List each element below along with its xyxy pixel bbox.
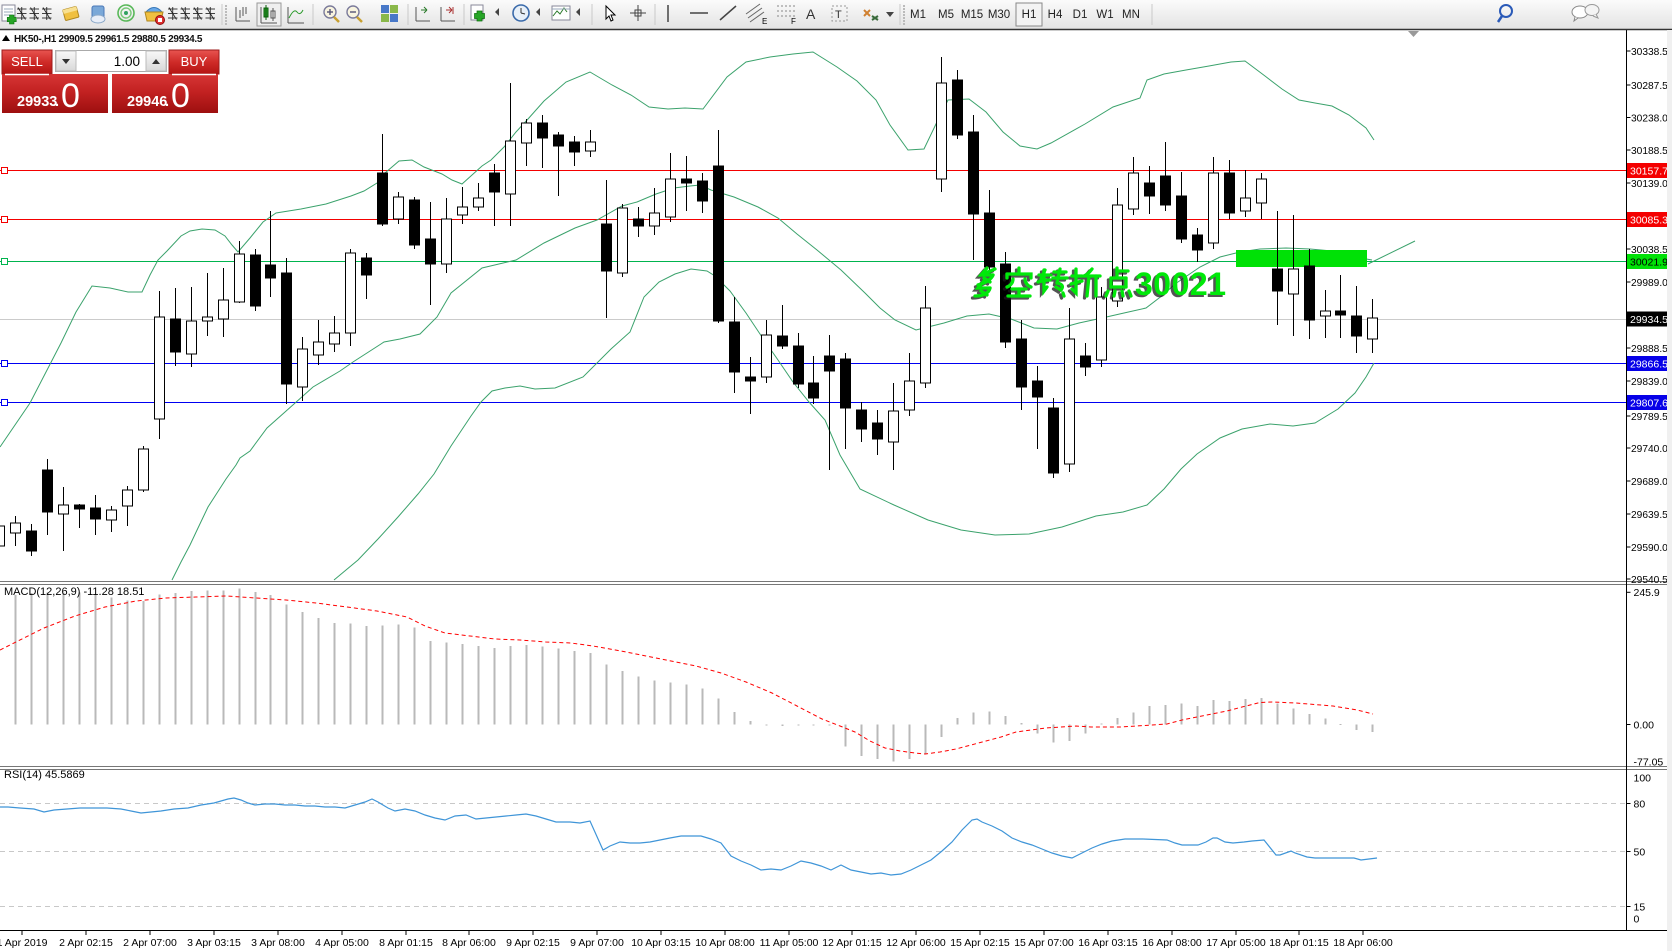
svg-text:16 Apr 08:00: 16 Apr 08:00 [1142,937,1202,949]
svg-text:29866.5: 29866.5 [1630,359,1668,371]
svg-text:A: A [806,6,816,22]
svg-text:11 Apr 05:00: 11 Apr 05:00 [760,937,819,949]
svg-text:F: F [791,17,796,26]
svg-text:1.00: 1.00 [114,54,140,69]
svg-text:30021.9: 30021.9 [1630,257,1668,269]
svg-text:18 Apr 06:00: 18 Apr 06:00 [1333,937,1393,949]
svg-text:16 Apr 03:15: 16 Apr 03:15 [1078,937,1138,949]
svg-text:0: 0 [171,77,190,115]
svg-text:M15: M15 [961,9,983,21]
svg-text:M5: M5 [938,9,954,21]
svg-text:M30: M30 [988,9,1010,21]
svg-text:12 Apr 01:15: 12 Apr 01:15 [822,937,882,949]
svg-text:30085.3: 30085.3 [1630,215,1668,227]
svg-text:29839.0: 29839.0 [1631,377,1668,388]
svg-text:SELL: SELL [11,54,43,69]
svg-text:30157.7: 30157.7 [1630,166,1668,178]
svg-text:M1: M1 [910,9,926,21]
svg-text:0.00: 0.00 [1634,720,1655,732]
svg-text:0: 0 [61,77,80,115]
svg-text:12 Apr 06:00: 12 Apr 06:00 [886,937,946,949]
svg-text:29740.0: 29740.0 [1631,444,1668,455]
svg-text:29689.0: 29689.0 [1631,477,1668,488]
svg-text:15 Apr 02:15: 15 Apr 02:15 [950,937,1010,949]
svg-text:17 Apr 05:00: 17 Apr 05:00 [1206,937,1266,949]
svg-text:.: . [165,94,169,110]
svg-text:29540.5: 29540.5 [1631,575,1668,586]
svg-text:0: 0 [1634,914,1640,926]
svg-text:T: T [835,9,842,21]
svg-text:RSI(14) 45.5869: RSI(14) 45.5869 [4,769,85,781]
svg-text:MACD(12,26,9) -11.28 18.51: MACD(12,26,9) -11.28 18.51 [4,586,144,598]
svg-text:29639.5: 29639.5 [1631,510,1668,521]
svg-text:E: E [762,17,767,26]
svg-text:4 Apr 05:00: 4 Apr 05:00 [315,937,369,949]
svg-text:30021: 30021 [1135,266,1226,302]
svg-text:80: 80 [1634,799,1646,811]
svg-text:245.9: 245.9 [1634,587,1660,599]
svg-text:29933: 29933 [17,94,57,110]
svg-text:29807.6: 29807.6 [1630,398,1668,410]
svg-text:8 Apr 06:00: 8 Apr 06:00 [442,937,496,949]
svg-text:50: 50 [1634,847,1646,859]
svg-text:30188.5: 30188.5 [1631,146,1668,157]
svg-text:15: 15 [1634,902,1646,914]
svg-text:29590.0: 29590.0 [1631,543,1668,554]
svg-text:30287.5: 30287.5 [1631,81,1668,92]
svg-text:30038.5: 30038.5 [1631,245,1668,256]
svg-text:8 Apr 01:15: 8 Apr 01:15 [379,937,433,949]
svg-text:H1: H1 [1022,9,1037,21]
svg-text:30238.0: 30238.0 [1631,114,1668,125]
svg-text:10 Apr 08:00: 10 Apr 08:00 [695,937,755,949]
svg-text:9 Apr 02:15: 9 Apr 02:15 [506,937,560,949]
svg-text:29989.0: 29989.0 [1631,278,1668,289]
svg-text:D1: D1 [1073,9,1088,21]
svg-text:29946: 29946 [127,94,167,110]
svg-text:29934.5: 29934.5 [1630,314,1668,326]
svg-text:10 Apr 03:15: 10 Apr 03:15 [631,937,691,949]
svg-text:H4: H4 [1048,9,1063,21]
svg-text:W1: W1 [1096,9,1113,21]
svg-text:2 Apr 07:00: 2 Apr 07:00 [123,937,177,949]
svg-text:100: 100 [1634,773,1652,785]
svg-text:15 Apr 07:00: 15 Apr 07:00 [1014,937,1074,949]
svg-text:29888.5: 29888.5 [1631,344,1668,355]
svg-text:1 Apr 2019: 1 Apr 2019 [0,937,48,949]
svg-text:.: . [55,94,59,110]
svg-text:-77.05: -77.05 [1634,757,1664,769]
svg-text:BUY: BUY [181,54,208,69]
svg-text:9 Apr 07:00: 9 Apr 07:00 [570,937,624,949]
svg-text:MN: MN [1122,9,1140,21]
svg-text:3 Apr 03:15: 3 Apr 03:15 [187,937,241,949]
svg-text:3 Apr 08:00: 3 Apr 08:00 [251,937,305,949]
svg-text:2 Apr 02:15: 2 Apr 02:15 [59,937,113,949]
svg-text:30139.0: 30139.0 [1631,179,1668,190]
svg-text:30338.5: 30338.5 [1631,47,1668,58]
svg-text:HK50-,H1 29909.5 29961.5 2988: HK50-,H1 29909.5 29961.5 29880.5 29934.5 [14,34,203,45]
svg-text:18 Apr 01:15: 18 Apr 01:15 [1269,937,1329,949]
svg-text:30021: 30021 [1133,268,1224,304]
svg-text:29789.5: 29789.5 [1631,412,1668,423]
